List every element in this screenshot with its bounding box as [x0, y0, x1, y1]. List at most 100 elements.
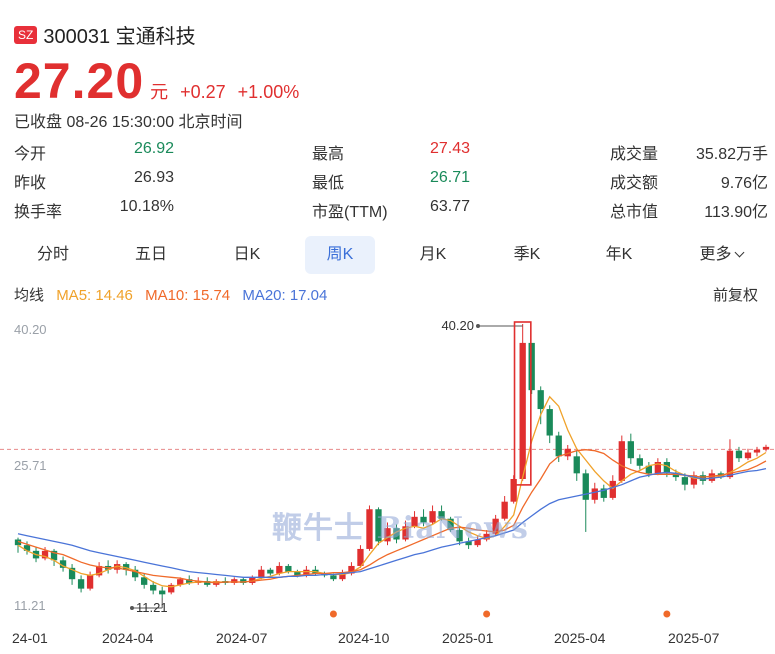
candle-body	[23, 545, 31, 551]
stock-header: SZ 300031 宝通科技	[14, 20, 196, 49]
candle-body	[591, 488, 598, 500]
candle-body	[573, 456, 580, 474]
candle-body	[411, 516, 418, 527]
candle-body	[168, 584, 175, 593]
candle-body	[636, 458, 643, 466]
candle-body	[546, 409, 553, 436]
candle-body	[159, 590, 166, 595]
ma-line-ma5	[17, 395, 767, 588]
candle-body	[501, 501, 508, 519]
candle-body	[618, 441, 625, 481]
stat-high: 最高 27.43	[312, 140, 470, 164]
price-change: +0.27	[180, 82, 226, 102]
stat-market-cap: 总市值 113.90亿	[610, 198, 768, 222]
candle-body	[141, 577, 148, 585]
candle-body	[393, 528, 400, 540]
event-marker	[663, 610, 671, 618]
candle-body	[528, 342, 535, 391]
candle-body	[177, 579, 184, 585]
x-tick-label: 2025-07	[668, 630, 720, 646]
stat-open: 今开 26.92	[14, 140, 174, 164]
candle-body	[249, 577, 256, 583]
kline-chart[interactable]: 40.20 11.21	[0, 310, 775, 625]
highlight-box	[513, 321, 532, 486]
stat-value: 26.93	[133, 169, 174, 186]
candle-body	[77, 579, 85, 589]
tab-more[interactable]: 更多	[686, 236, 756, 274]
candle-body	[609, 480, 616, 498]
adjust-toggle[interactable]: 前复权	[712, 287, 758, 304]
tab-quarterly-k[interactable]: 季K	[513, 246, 541, 263]
stat-value: 35.82万手	[695, 146, 768, 163]
stat-value: 27.43	[429, 140, 470, 157]
ma-line-ma20	[17, 467, 767, 578]
max-price-label: 40.20	[441, 318, 474, 333]
candle-body	[447, 518, 454, 531]
x-tick-label: 2024-04	[102, 630, 154, 646]
candle-body	[375, 509, 382, 542]
candle-body	[438, 511, 445, 519]
candle-body	[204, 581, 211, 585]
candle-body	[555, 435, 562, 457]
candle-body	[231, 579, 238, 583]
candle-body	[492, 518, 499, 534]
candle-body	[582, 473, 589, 500]
candle-body	[735, 450, 743, 459]
stat-value: 26.71	[429, 169, 470, 186]
candle-body	[258, 569, 265, 578]
candle-body	[285, 565, 292, 572]
ma-legend: 均线 MA5: 14.46 MA10: 15.74 MA20: 17.04 前复…	[14, 284, 774, 305]
tab-monthly-k[interactable]: 月K	[419, 246, 447, 263]
stat-value: 10.18%	[119, 198, 174, 215]
stat-label: 总市值	[610, 204, 659, 221]
candle-body	[122, 564, 130, 570]
candle-body	[339, 573, 346, 580]
candle-body	[402, 526, 409, 540]
event-marker	[483, 610, 491, 618]
candle-body	[672, 473, 680, 478]
tab-weekly-k[interactable]: 周K	[305, 236, 375, 274]
stat-label: 市盈(TTM)	[312, 204, 388, 221]
market-status: 已收盘 08-26 15:30:00 北京时间	[14, 114, 243, 131]
candle-body	[59, 560, 67, 568]
candle-body	[663, 461, 671, 474]
x-tick-label: 2025-01	[442, 630, 494, 646]
candle-body	[744, 452, 752, 459]
stat-low: 最低 26.71	[312, 169, 470, 193]
watermark-logo: 鞭牛士 BiaNews	[272, 511, 529, 546]
candle-body	[645, 465, 652, 474]
candle-body	[348, 565, 355, 574]
stat-label: 成交额	[610, 175, 659, 192]
ma10-value: MA10: 15.74	[145, 287, 231, 304]
y-tick-label: 40.20	[14, 322, 47, 337]
y-tick-label: 11.21	[14, 598, 46, 613]
tab-intraday[interactable]: 分时	[36, 246, 69, 263]
candle-body	[690, 475, 698, 485]
ma-line-ma10	[17, 449, 767, 584]
candle-body	[357, 548, 364, 566]
candle-body	[132, 569, 139, 578]
x-tick-label: 2025-04	[554, 630, 606, 646]
current-price: 27.20	[14, 53, 145, 109]
tab-yearly-k[interactable]: 年K	[605, 246, 633, 263]
price-unit: 元	[150, 82, 169, 102]
stat-value: 26.92	[133, 140, 174, 157]
stock-title: 300031 宝通科技	[43, 26, 196, 48]
candle-body	[537, 390, 544, 410]
stat-label: 最高	[312, 146, 345, 163]
candle-body	[474, 539, 481, 546]
period-tabs: 分时 五日 日K 周K 月K 季K 年K 更多	[0, 236, 775, 274]
candle-body	[600, 488, 607, 498]
ma-label: 均线	[14, 287, 45, 304]
tab-daily-k[interactable]: 日K	[233, 246, 261, 263]
candle-body	[699, 475, 707, 481]
event-marker	[329, 610, 337, 618]
candle-body	[68, 567, 76, 580]
tab-five-day[interactable]: 五日	[134, 246, 167, 263]
candle-body	[627, 441, 634, 459]
candle-body	[708, 473, 716, 481]
candle-body	[519, 342, 526, 480]
stat-value: 9.76亿	[720, 175, 768, 192]
candle-body	[762, 446, 770, 450]
candle-body	[753, 449, 761, 453]
